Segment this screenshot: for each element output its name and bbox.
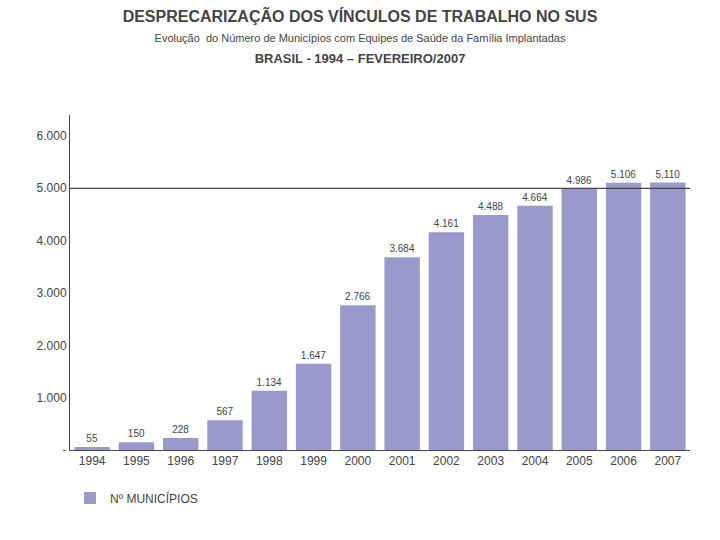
svg-text:1996: 1996 <box>167 454 194 468</box>
svg-text:2007: 2007 <box>655 454 682 468</box>
svg-text:1994: 1994 <box>79 454 106 468</box>
svg-text:3.000: 3.000 <box>37 286 67 300</box>
svg-text:2003: 2003 <box>477 454 504 468</box>
svg-text:2005: 2005 <box>566 454 593 468</box>
svg-text:1999: 1999 <box>300 454 327 468</box>
svg-text:2001: 2001 <box>389 454 416 468</box>
svg-text:1998: 1998 <box>256 454 283 468</box>
svg-text:2006: 2006 <box>610 454 637 468</box>
svg-text:5.106: 5.106 <box>611 169 636 180</box>
svg-text:1997: 1997 <box>212 454 239 468</box>
svg-text:1.134: 1.134 <box>257 377 282 388</box>
svg-text:2000: 2000 <box>345 454 372 468</box>
svg-text:4.664: 4.664 <box>522 192 547 203</box>
svg-text:4.161: 4.161 <box>434 218 459 229</box>
svg-text:55: 55 <box>86 433 98 444</box>
svg-text:2.766: 2.766 <box>345 291 370 302</box>
svg-text:2004: 2004 <box>522 454 549 468</box>
svg-text:1.647: 1.647 <box>301 350 326 361</box>
svg-text:567: 567 <box>216 406 233 417</box>
svg-text:Nº MUNICÍPIOS: Nº MUNICÍPIOS <box>110 491 198 506</box>
svg-text:4.000: 4.000 <box>37 234 67 248</box>
svg-text:2002: 2002 <box>433 454 460 468</box>
svg-text:5.110: 5.110 <box>655 169 680 180</box>
svg-text:2.000: 2.000 <box>37 339 67 353</box>
svg-text:1.000: 1.000 <box>37 391 67 405</box>
svg-text:150: 150 <box>128 428 145 439</box>
svg-text:-: - <box>63 443 67 457</box>
svg-text:6.000: 6.000 <box>37 129 67 143</box>
svg-text:4.488: 4.488 <box>478 201 503 212</box>
svg-text:228: 228 <box>172 424 189 435</box>
svg-text:5.000: 5.000 <box>37 181 67 195</box>
svg-text:1995: 1995 <box>123 454 150 468</box>
svg-text:DESPRECARIZAÇÃO DOS VÍNCULOS D: DESPRECARIZAÇÃO DOS VÍNCULOS DE TRABALHO… <box>123 6 598 67</box>
svg-text:4.986: 4.986 <box>567 175 592 186</box>
svg-text:3.684: 3.684 <box>389 243 414 254</box>
